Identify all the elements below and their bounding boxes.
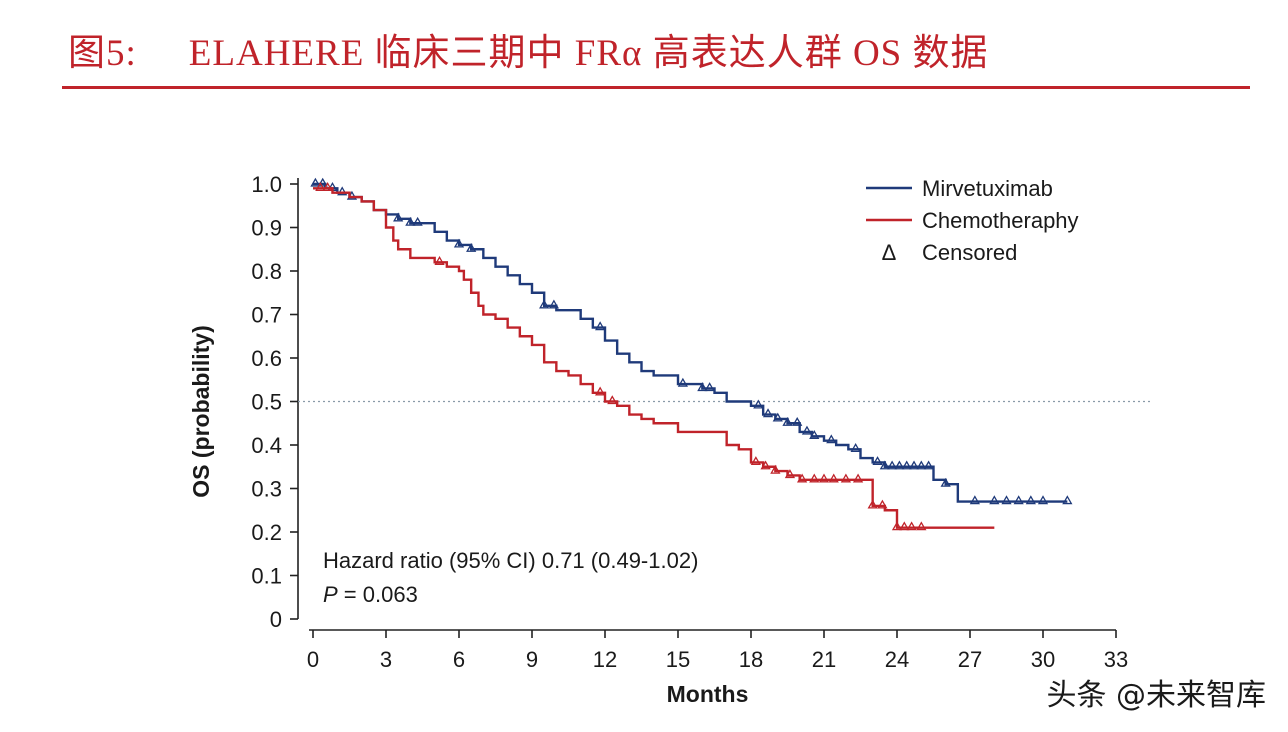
x-tick-label: 12: [593, 647, 617, 672]
legend-label: Mirvetuximab: [922, 176, 1053, 201]
legend-label: Chemotheraphy: [922, 208, 1079, 233]
censor-mark-mirv: [704, 382, 715, 392]
x-tick-label: 6: [453, 647, 465, 672]
censor-mark-mirv: [772, 412, 783, 422]
censor-mark-mirv: [1025, 495, 1036, 505]
censor-mark-chemo: [809, 473, 820, 483]
censor-mark-mirv: [393, 212, 404, 222]
y-tick-label: 0.2: [251, 520, 282, 545]
p-value-text: P = 0.063: [323, 582, 418, 607]
censor-mark-mirv: [310, 177, 321, 187]
x-tick-label: 24: [885, 647, 909, 672]
figure-title: 图5: ELAHERE 临床三期中 FRα 高表达人群 OS 数据: [68, 22, 989, 76]
x-tick-label: 21: [812, 647, 836, 672]
y-tick-label: 0.7: [251, 303, 282, 328]
censor-mark-mirv: [923, 460, 934, 470]
y-tick-label: 1.0: [251, 172, 282, 197]
censor-mark-mirv: [762, 408, 774, 418]
censor-mark-chemo: [877, 499, 888, 509]
censor-mark-mirv: [753, 399, 764, 409]
censor-mark-chemo: [840, 473, 852, 483]
y-tick-label: 0.1: [251, 564, 282, 589]
censor-mark-mirv: [677, 377, 688, 387]
censor-mark-mirv: [901, 460, 912, 470]
censor-mark-chemo: [750, 456, 761, 466]
censor-mark-mirv: [1062, 495, 1073, 505]
censor-mark-mirv: [801, 425, 813, 435]
censor-mark-mirv: [548, 299, 560, 309]
censor-mark-mirv: [1013, 495, 1024, 505]
y-tick-label: 0.8: [251, 259, 282, 284]
censor-mark-mirv: [453, 238, 465, 248]
figure-label: 图5:: [68, 33, 137, 74]
censor-mark-mirv: [894, 460, 905, 470]
censor-mark-chemo: [891, 521, 903, 531]
censor-mark-chemo: [607, 395, 618, 405]
censor-mark-chemo: [315, 182, 326, 191]
censor-mark-mirv: [850, 443, 861, 452]
legend-censored-symbol: Δ: [882, 240, 897, 265]
censor-mark-mirv: [595, 321, 606, 331]
y-tick-label: 0: [270, 607, 282, 632]
censor-mark-mirv: [337, 186, 348, 196]
censor-mark-mirv: [1037, 495, 1049, 505]
x-tick-label: 18: [739, 647, 763, 672]
censor-mark-mirv: [872, 456, 883, 466]
censor-mark-mirv: [989, 495, 1000, 505]
censor-mark-mirv: [405, 216, 416, 226]
censor-mark-mirv: [697, 382, 708, 392]
censor-mark-chemo: [770, 464, 781, 474]
censor-mark-mirv: [1001, 495, 1012, 505]
censor-mark-mirv: [879, 460, 890, 470]
censor-mark-mirv: [412, 216, 423, 226]
y-tick-label: 0.3: [251, 477, 282, 502]
censor-mark-chemo: [899, 521, 910, 531]
censor-mark-chemo: [434, 255, 445, 265]
y-tick-label: 0.5: [251, 390, 282, 415]
hazard-ratio-text: Hazard ratio (95% CI) 0.71 (0.49-1.02): [323, 548, 698, 573]
censor-mark-chemo: [322, 182, 333, 191]
censor-mark-mirv: [317, 177, 328, 187]
x-tick-label: 9: [526, 647, 538, 672]
figure-title-text: ELAHERE 临床三期中 FRα 高表达人群 OS 数据: [188, 33, 989, 74]
censor-mark-chemo: [760, 460, 771, 470]
p-value: = 0.063: [338, 582, 418, 607]
censor-mark-mirv: [887, 460, 898, 470]
x-tick-label: 0: [307, 647, 319, 672]
censor-mark-chemo: [906, 521, 917, 531]
censor-mark-chemo: [796, 473, 808, 483]
p-label: P: [323, 582, 338, 607]
x-axis-label: Months: [667, 681, 749, 707]
censor-mark-mirv: [826, 434, 837, 444]
censor-mark-chemo: [828, 473, 839, 483]
y-tick-label: 0.9: [251, 216, 282, 241]
title-underline: [62, 86, 1250, 89]
censor-mark-mirv: [466, 242, 477, 252]
y-tick-label: 0.6: [251, 346, 282, 371]
censor-mark-chemo: [916, 521, 927, 531]
y-tick-label: 0.4: [251, 433, 282, 458]
censor-mark-mirv: [969, 495, 980, 505]
x-tick-label: 3: [380, 647, 392, 672]
censor-mark-mirv: [908, 460, 920, 470]
censor-mark-chemo: [852, 473, 864, 483]
x-tick-label: 30: [1031, 647, 1055, 672]
censor-mark-mirv: [792, 416, 803, 426]
censor-mark-mirv: [916, 460, 927, 470]
censor-mark-mirv: [539, 299, 550, 309]
legend-label: Censored: [922, 240, 1017, 265]
x-tick-label: 33: [1104, 647, 1128, 672]
y-axis-label: OS (probability): [188, 325, 214, 498]
censor-mark-chemo: [818, 473, 830, 483]
watermark: 头条 @未来智库: [1046, 678, 1266, 713]
censor-mark-chemo: [867, 499, 878, 509]
x-tick-label: 27: [958, 647, 982, 672]
x-tick-label: 15: [666, 647, 690, 672]
censor-mark-mirv: [782, 416, 793, 426]
censor-mark-chemo: [784, 469, 796, 479]
censor-mark-mirv: [940, 477, 951, 487]
censor-mark-chemo: [595, 386, 606, 396]
censor-mark-mirv: [809, 429, 820, 439]
